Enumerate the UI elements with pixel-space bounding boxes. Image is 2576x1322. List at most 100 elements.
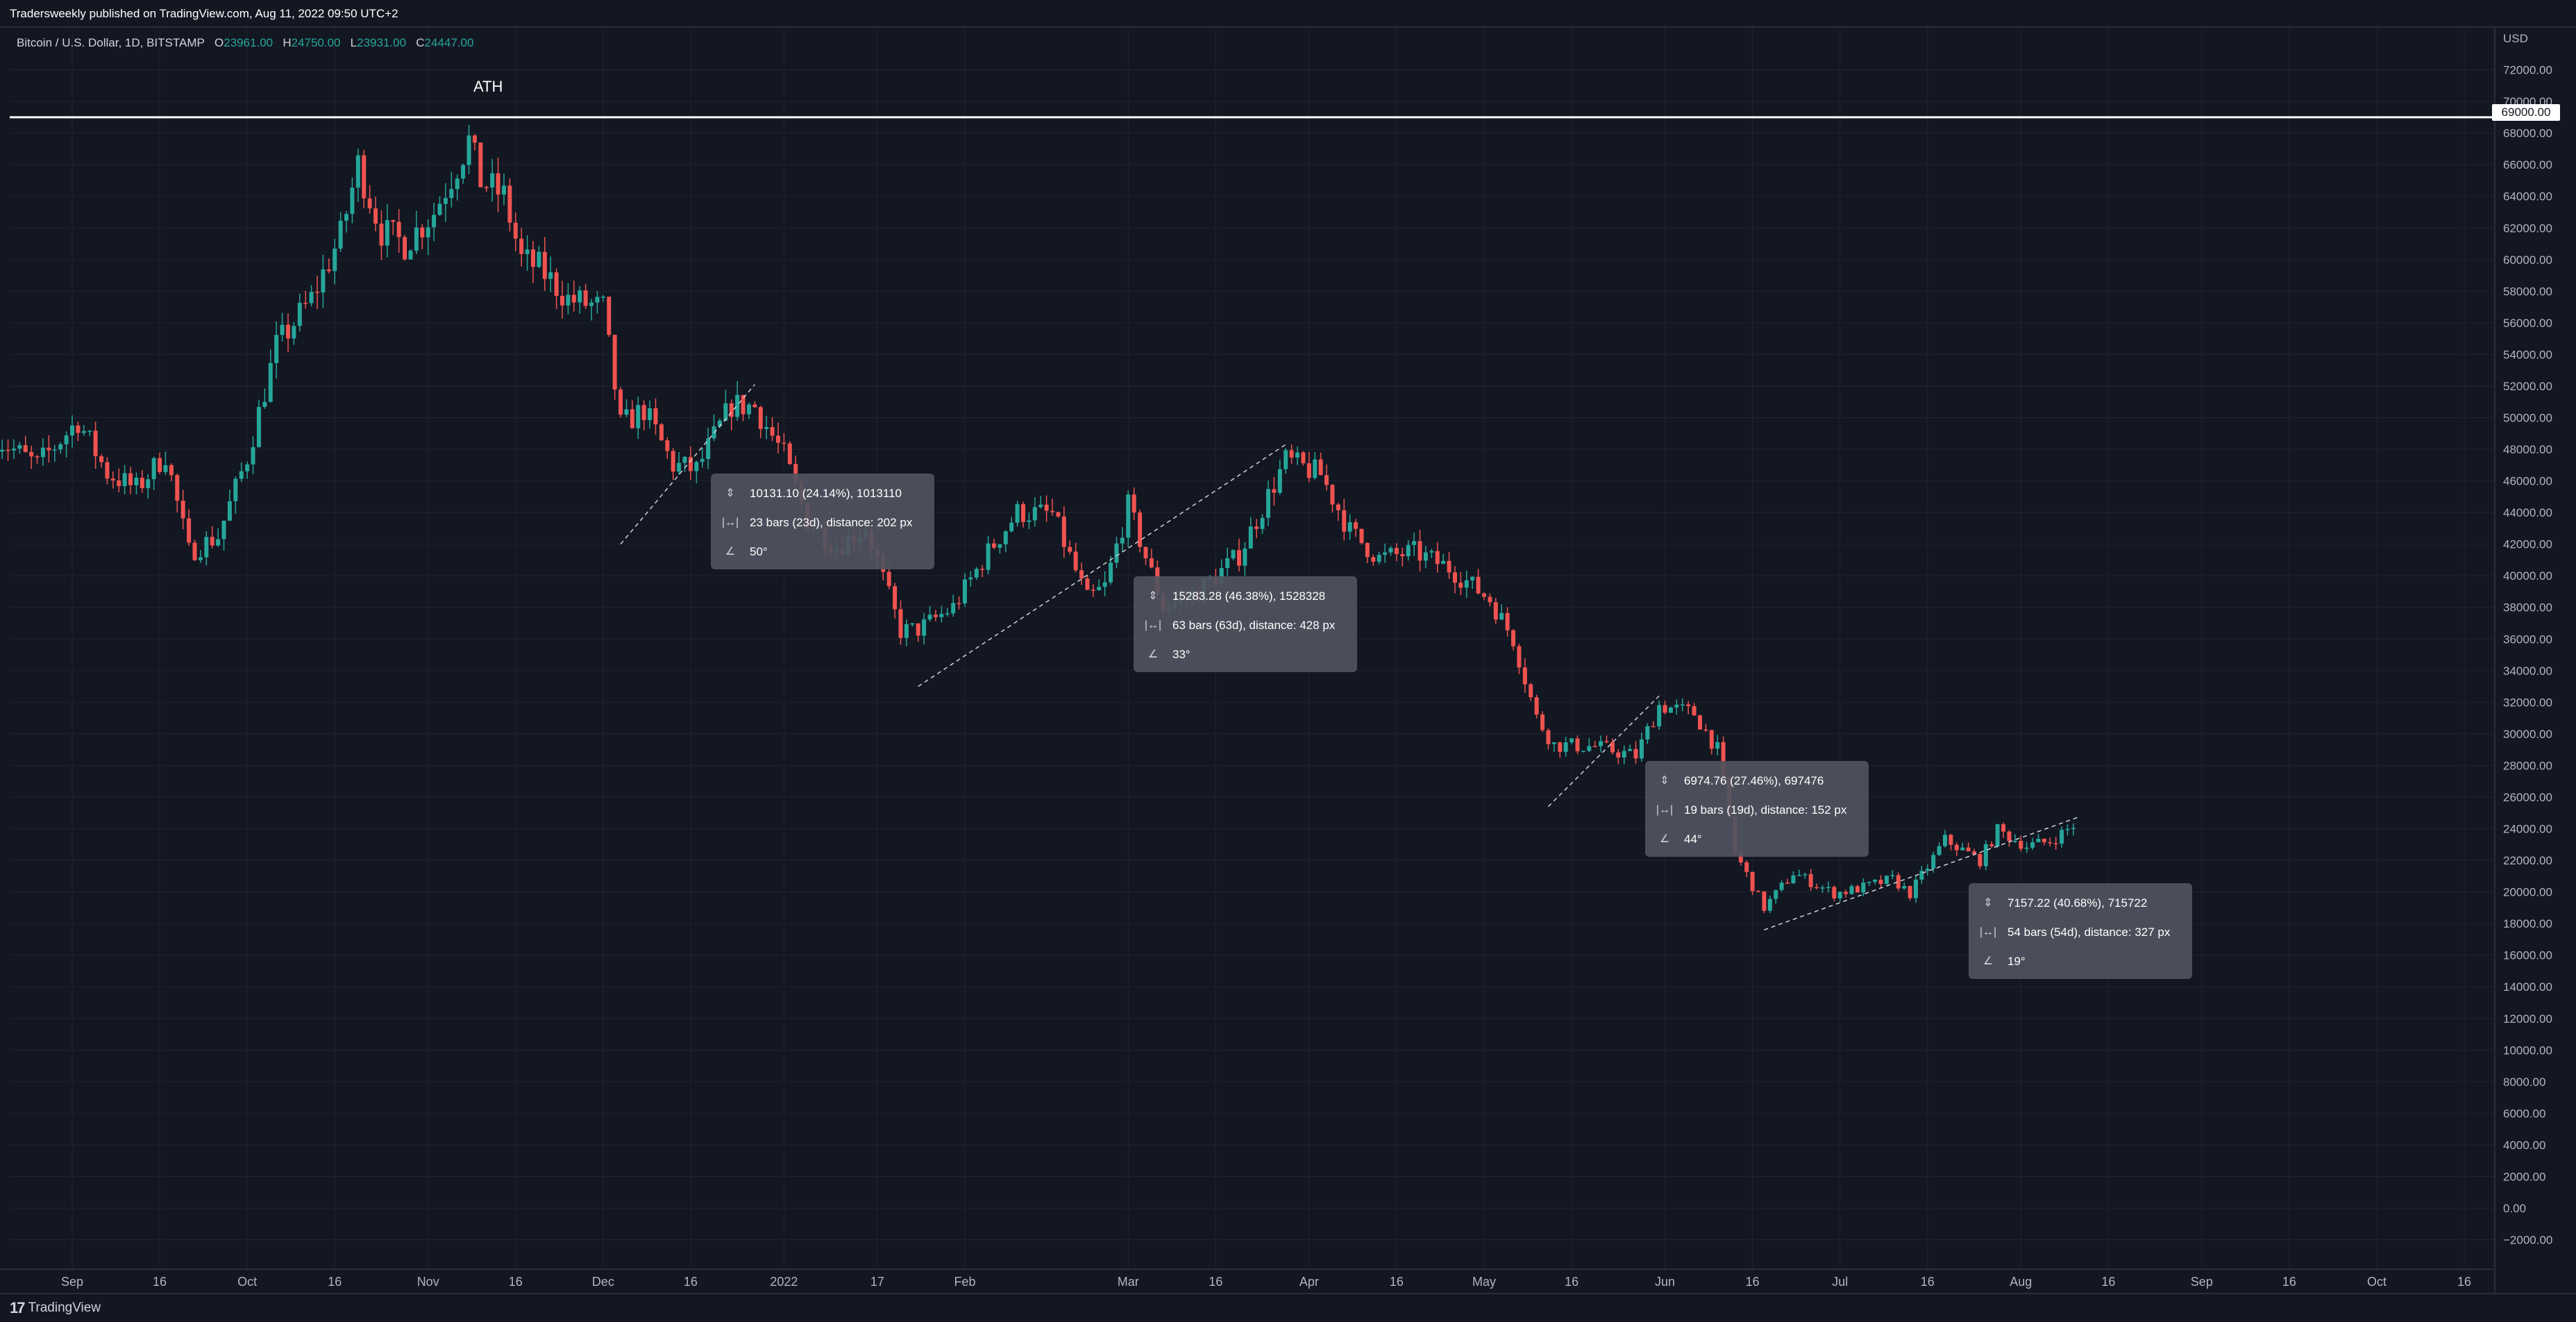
candle-body xyxy=(1447,560,1451,573)
candle-body xyxy=(986,543,991,570)
candle-body xyxy=(1651,726,1656,728)
candle-body xyxy=(449,189,454,199)
candle-body xyxy=(589,302,594,306)
candle-body xyxy=(321,269,326,293)
candle-body xyxy=(974,569,979,578)
measurement-box[interactable]: ⇕ 10131.10 (24.14%), 1013110 |↔| 23 bars (… xyxy=(711,474,934,569)
price-tick-label: 10000.00 xyxy=(2503,1044,2552,1057)
candle-body xyxy=(233,478,238,501)
candle-body xyxy=(1061,516,1066,547)
low-value: 23931.00 xyxy=(357,36,407,49)
candle-body xyxy=(1954,844,1959,851)
candle-body xyxy=(1085,578,1090,590)
candle-body xyxy=(344,214,349,221)
candle-body xyxy=(530,249,535,267)
candle-body xyxy=(1534,697,1539,715)
candle-body xyxy=(1412,541,1417,545)
time-tick-label: Sep xyxy=(2191,1275,2213,1289)
candle-body xyxy=(758,407,763,429)
candle-body xyxy=(379,224,384,246)
candle-body xyxy=(764,427,769,429)
candle-body xyxy=(216,539,221,546)
candle-body xyxy=(571,294,576,303)
candle-body xyxy=(1359,528,1364,544)
candle-body xyxy=(1109,562,1113,583)
candle-body xyxy=(1931,855,1936,869)
time-tick-label: 16 xyxy=(1565,1275,1579,1289)
candle-body xyxy=(1009,522,1014,532)
bars-range-icon: |↔| xyxy=(1144,619,1162,631)
candle-body xyxy=(624,409,629,415)
candle-body xyxy=(484,187,489,189)
candle-body xyxy=(513,222,518,239)
candle-body xyxy=(927,614,932,620)
time-tick-label: Apr xyxy=(1299,1275,1319,1289)
symbol-legend[interactable]: Bitcoin / U.S. Dollar, 1D, BITSTAMP O239… xyxy=(17,36,473,50)
bars-distance: 23 bars (23d), distance: 202 px xyxy=(750,516,913,529)
candle-body xyxy=(23,445,28,452)
candle-body xyxy=(1913,879,1918,898)
candle-body xyxy=(1027,520,1032,522)
candle-body xyxy=(607,296,612,335)
candle-body xyxy=(1721,742,1726,778)
close-label: C xyxy=(416,36,425,49)
candle-body xyxy=(58,444,63,450)
candle-body xyxy=(426,227,430,237)
candle-body xyxy=(578,290,582,303)
candle-body xyxy=(1692,706,1697,716)
time-tick-label: Aug xyxy=(2010,1275,2032,1289)
candle-body xyxy=(653,408,658,425)
measurement-box[interactable]: ⇕ 6974.76 (27.46%), 697476 |↔| 19 bars (19… xyxy=(1645,761,1869,857)
bars-distance: 19 bars (19d), distance: 152 px xyxy=(1684,803,1847,817)
candle-body xyxy=(1937,846,1942,855)
candle-body xyxy=(501,185,506,195)
candle-body xyxy=(367,198,372,209)
candle-body xyxy=(1254,526,1259,529)
price-tick-label: 54000.00 xyxy=(2503,348,2552,361)
candle-body xyxy=(1774,889,1778,899)
candle-body xyxy=(1785,882,1790,884)
candle-body xyxy=(187,518,192,543)
chart-area[interactable]: 72000.0070000.0068000.0066000.0064000.00… xyxy=(0,28,2576,1293)
price-range-icon: ⇕ xyxy=(725,487,735,499)
price-tick-label: 38000.00 xyxy=(2503,601,2552,614)
candle-body xyxy=(309,292,314,303)
candle-body xyxy=(1697,715,1702,730)
candle-body xyxy=(163,465,168,472)
symbol-name[interactable]: Bitcoin / U.S. Dollar, 1D, BITSTAMP xyxy=(17,36,205,49)
candle-body xyxy=(957,603,961,605)
tradingview-logo[interactable]: 17 TradingView xyxy=(10,1294,101,1322)
candle-body xyxy=(1966,847,1971,852)
candle-body xyxy=(1306,463,1311,478)
candle-body xyxy=(1260,517,1265,529)
candle-body xyxy=(326,269,331,271)
candle-body xyxy=(1832,887,1837,898)
measurement-box[interactable]: ⇕ 15283.28 (46.38%), 1528328 |↔| 63 bars (… xyxy=(1134,576,1357,672)
candle-body xyxy=(1890,875,1895,876)
candle-body xyxy=(741,394,746,415)
candle-body xyxy=(694,462,699,471)
time-tick-label: May xyxy=(1472,1275,1496,1289)
candle-body xyxy=(507,185,512,223)
price-tick-label: 44000.00 xyxy=(2503,506,2552,519)
bars-range-icon: |↔| xyxy=(1979,926,1997,938)
candle-body xyxy=(29,451,34,457)
candle-body xyxy=(2007,831,2012,842)
candle-body xyxy=(1837,892,1842,898)
time-tick-label: Mar xyxy=(1118,1275,1139,1289)
candle-body xyxy=(997,544,1002,548)
candle-body xyxy=(1056,512,1061,517)
price-tick-label: 64000.00 xyxy=(2503,190,2552,203)
candle-body xyxy=(735,394,740,417)
measurement-box[interactable]: ⇕ 7157.22 (40.68%), 715722 |↔| 54 bars (54… xyxy=(1969,883,2192,979)
candle-body xyxy=(128,473,133,485)
candle-body xyxy=(1633,748,1638,759)
price-tick-label: 36000.00 xyxy=(2503,633,2552,646)
candle-body xyxy=(227,501,232,521)
candle-body xyxy=(1354,522,1358,529)
candle-body xyxy=(350,187,355,215)
candle-body xyxy=(2036,838,2041,843)
candle-body xyxy=(1482,593,1487,597)
candle-body xyxy=(945,613,950,615)
price-tick-label: 30000.00 xyxy=(2503,728,2552,741)
